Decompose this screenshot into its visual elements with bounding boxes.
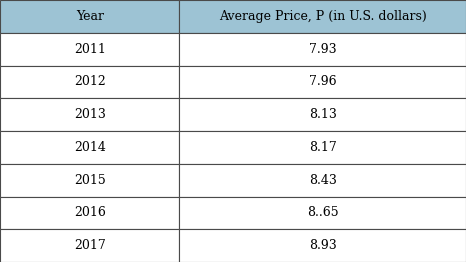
Text: 2017: 2017 bbox=[74, 239, 106, 252]
Text: 2014: 2014 bbox=[74, 141, 106, 154]
Text: 2013: 2013 bbox=[74, 108, 106, 121]
Bar bbox=[0, 164, 179, 196]
Text: Average Price, P (in U.S. dollars): Average Price, P (in U.S. dollars) bbox=[219, 10, 426, 23]
Text: Year: Year bbox=[75, 10, 104, 23]
Text: 8..65: 8..65 bbox=[307, 206, 338, 219]
Bar bbox=[179, 164, 466, 196]
Text: 2015: 2015 bbox=[74, 174, 106, 187]
Bar bbox=[0, 66, 179, 98]
Bar bbox=[179, 98, 466, 131]
Bar bbox=[179, 229, 466, 262]
Bar bbox=[0, 0, 179, 33]
Bar bbox=[179, 131, 466, 164]
Bar bbox=[0, 33, 179, 66]
Bar bbox=[179, 196, 466, 229]
Bar bbox=[0, 131, 179, 164]
Bar bbox=[0, 229, 179, 262]
Bar bbox=[179, 0, 466, 33]
Text: 8.13: 8.13 bbox=[309, 108, 336, 121]
Bar bbox=[179, 33, 466, 66]
Text: 8.43: 8.43 bbox=[309, 174, 336, 187]
Text: 2012: 2012 bbox=[74, 75, 106, 88]
Text: 2016: 2016 bbox=[74, 206, 106, 219]
Text: 7.96: 7.96 bbox=[309, 75, 336, 88]
Bar bbox=[0, 196, 179, 229]
Text: 8.93: 8.93 bbox=[309, 239, 336, 252]
Bar bbox=[179, 66, 466, 98]
Text: 7.93: 7.93 bbox=[309, 43, 336, 56]
Text: 2011: 2011 bbox=[74, 43, 106, 56]
Text: 8.17: 8.17 bbox=[309, 141, 336, 154]
Bar bbox=[0, 98, 179, 131]
